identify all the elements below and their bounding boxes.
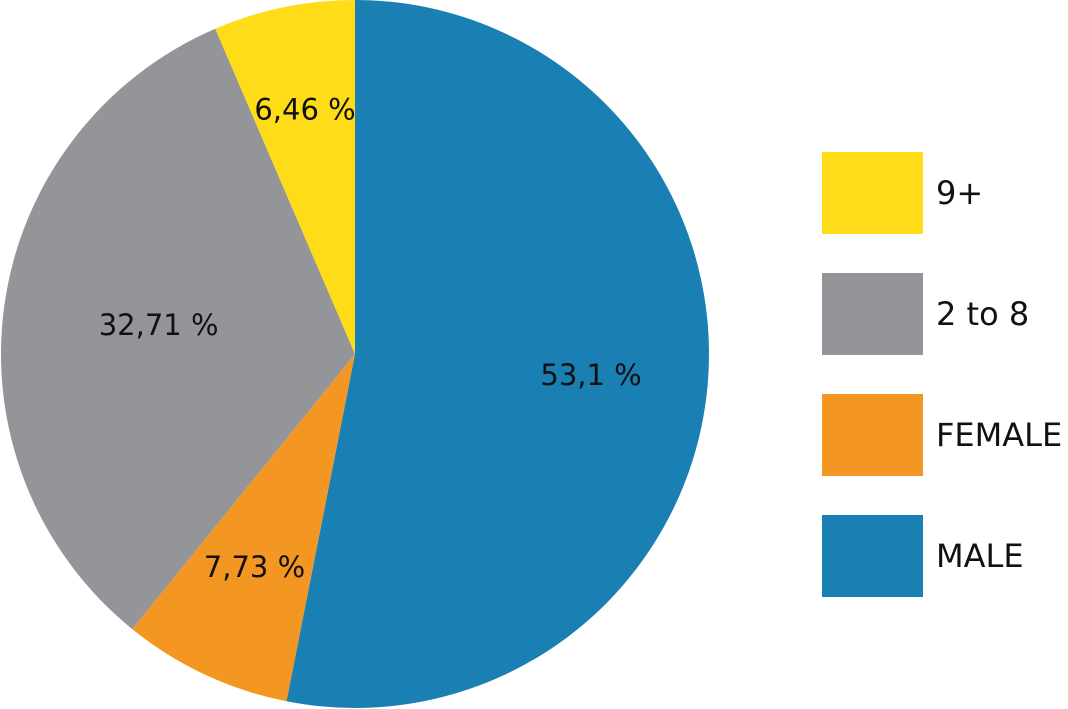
pie-chart: 53,1 % 7,73 % 32,71 % 6,46 %	[0, 0, 709, 708]
pie-slice-9-plus	[215, 0, 355, 354]
legend-label-2-to-8: 2 to 8	[936, 295, 1030, 333]
slice-label-female: 7,73 %	[204, 550, 305, 584]
legend-label-9-plus: 9+	[936, 174, 984, 212]
legend-swatch-male	[822, 515, 923, 597]
legend-label-male: MALE	[936, 537, 1024, 575]
legend-label-female: FEMALE	[936, 416, 1063, 454]
pie-slice-male	[286, 0, 709, 708]
legend-swatch-2-to-8	[822, 273, 923, 355]
slice-label-2-to-8: 32,71 %	[99, 308, 219, 342]
legend-swatch-female	[822, 394, 923, 476]
pie-slice-female	[132, 354, 355, 702]
pie-slice-2-to-8	[0, 28, 355, 630]
legend-swatch-9-plus	[822, 152, 923, 234]
slice-label-9-plus: 6,46 %	[254, 92, 355, 126]
slice-label-male: 53,1 %	[540, 358, 641, 392]
